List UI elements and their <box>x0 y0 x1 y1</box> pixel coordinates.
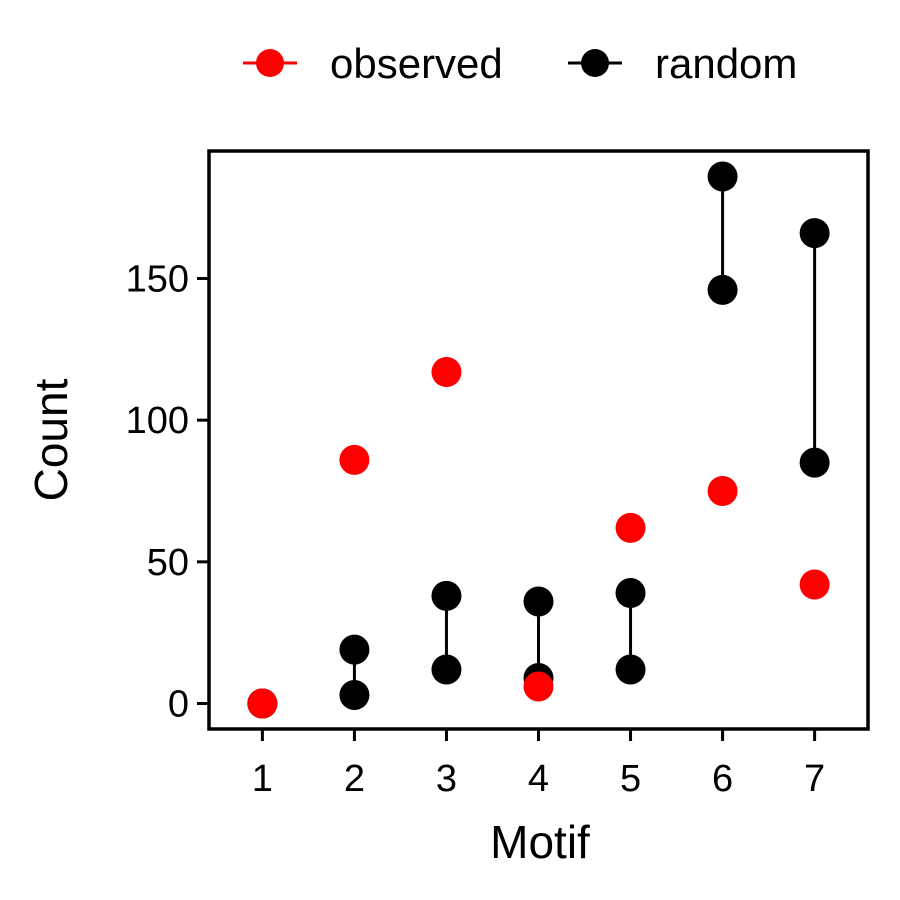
legend-observed-marker <box>256 49 284 77</box>
observed-point <box>523 671 554 702</box>
x-tick-label: 5 <box>620 758 641 800</box>
observed-point <box>431 357 462 387</box>
observed-point <box>247 688 278 719</box>
x-axis-title: Motif <box>490 816 590 868</box>
random-point-low <box>615 654 646 685</box>
y-axis: 0 50 100 150 <box>126 259 209 726</box>
legend-random-label: random <box>655 40 797 87</box>
random-point-high <box>799 218 830 249</box>
random-point-high <box>523 586 554 617</box>
random-point-high <box>707 161 738 192</box>
x-axis: 1 2 3 4 5 6 7 <box>252 729 825 800</box>
random-point-high <box>339 634 370 665</box>
y-tick-label: 100 <box>126 400 189 442</box>
observed-point <box>799 569 830 600</box>
y-axis-title: Count <box>25 378 77 501</box>
random-point-high <box>431 580 462 611</box>
random-point-low <box>799 447 830 478</box>
x-tick-label: 3 <box>436 758 457 800</box>
plot-marks <box>247 161 830 719</box>
y-tick-label: 150 <box>126 259 189 301</box>
legend-random-marker <box>581 49 609 77</box>
y-tick-label: 0 <box>168 684 189 726</box>
observed-point <box>339 444 370 475</box>
x-tick-label: 2 <box>344 758 365 800</box>
legend: observed random <box>243 40 797 87</box>
legend-observed-label: observed <box>330 40 503 87</box>
x-tick-label: 7 <box>804 758 825 800</box>
x-tick-label: 6 <box>712 758 733 800</box>
observed-point <box>707 476 738 506</box>
y-tick-label: 50 <box>147 542 189 584</box>
random-point-low <box>339 680 370 710</box>
x-tick-label: 1 <box>252 758 273 800</box>
random-point-low <box>431 654 462 685</box>
random-point-high <box>615 578 646 608</box>
x-tick-label: 4 <box>528 758 549 800</box>
observed-point <box>615 512 646 543</box>
random-point-low <box>707 274 738 305</box>
